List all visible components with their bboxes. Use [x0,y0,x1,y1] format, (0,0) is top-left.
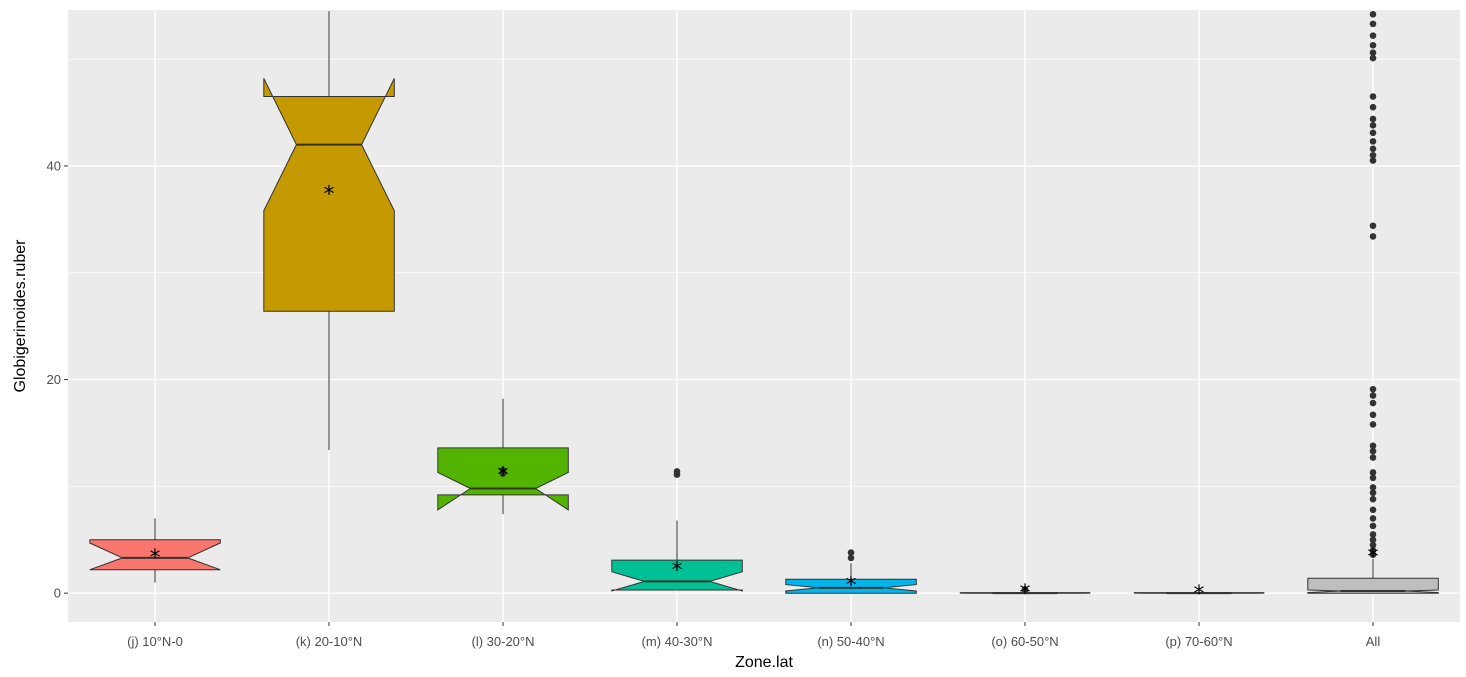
x-tick-label: (l) 30-20°N [472,634,535,649]
y-axis-title: Globigerinoides.ruber [12,239,29,393]
outlier-point [1369,531,1377,538]
y-tick-label: 40 [47,158,61,173]
outlier-point [1369,222,1377,230]
x-tick-label: (j) 10°N-0 [127,634,183,649]
outlier-point [1369,447,1377,455]
outlier-point [1369,522,1377,530]
box-0: * [89,518,221,583]
outlier-point [1369,474,1377,482]
outlier-point [1369,421,1377,428]
mean-marker: * [672,559,683,584]
box-body [611,559,743,592]
x-tick-label: (n) 50-40°N [817,634,884,649]
outlier-point [1369,536,1377,544]
outlier-point [1369,469,1377,476]
outlier-point [1369,54,1377,62]
outlier-point [1369,506,1377,514]
box-5: * [959,581,1091,606]
y-tick-label: 20 [47,372,61,387]
outlier-point [1369,138,1377,145]
outlier-point [1369,399,1377,407]
outlier-point [1369,157,1377,164]
outlier-point [1369,547,1377,554]
outlier-point [1369,115,1377,123]
outlier-point [847,549,855,556]
outlier-point [673,468,681,475]
mean-marker: * [498,464,509,489]
box-2: * [437,398,569,515]
outlier-point [1369,41,1377,49]
mean-marker: * [1194,582,1205,607]
outlier-point [1369,151,1377,159]
x-tick-label: (p) 70-60°N [1165,634,1232,649]
mean-marker: * [1368,545,1379,570]
outlier-point [1021,586,1029,593]
outlier-point [1369,32,1377,39]
y-axis: 0 20 40 [47,158,68,601]
y-tick-label: 0 [54,586,61,601]
outlier-point [1369,129,1377,137]
x-axis: (j) 10°N-0 (k) 20-10°N (l) 30-20°N (m) 40-3… [127,622,1380,649]
outlier-point [1369,20,1377,28]
outlier-point [1369,233,1377,240]
x-tick-label: (o) 60-50°N [991,634,1058,649]
outlier-point [1369,93,1377,100]
x-axis-title: Zone.lat [735,654,793,671]
mean-marker: * [324,183,335,208]
outlier-point [1369,541,1377,549]
outlier-point [847,554,855,562]
outlier-point [1369,442,1377,450]
outlier-point [499,467,507,474]
boxes-layer: * * * * * * * * [89,10,1439,607]
mean-marker: * [1020,581,1031,606]
outlier-point [1369,103,1377,111]
box-7: * [1307,10,1439,594]
outlier-point [1369,145,1377,153]
box-6: * [1133,582,1265,607]
outlier-point [1369,495,1377,503]
outlier-point [1369,515,1377,522]
box-body [89,539,221,571]
box-body [1307,577,1439,594]
outlier-point [1369,385,1377,393]
box-body [785,578,917,594]
outlier-point [1369,49,1377,57]
outlier-point [1369,392,1377,399]
outlier-point [1369,484,1377,491]
mean-marker: * [846,574,857,599]
box-body [437,447,569,511]
outlier-point [1369,122,1377,129]
x-tick-label: All [1366,634,1381,649]
x-tick-label: (m) 40-30°N [642,634,713,649]
x-tick-label: (k) 20-10°N [296,634,363,649]
box-3: * [611,468,743,592]
box-1: * [263,11,395,451]
outlier-point [1369,454,1377,461]
box-body [263,78,395,312]
box-4: * [785,549,917,599]
outlier-point [1369,411,1377,419]
mean-marker: * [150,546,161,571]
outlier-point [1369,10,1377,18]
outlier-point [1369,489,1377,497]
